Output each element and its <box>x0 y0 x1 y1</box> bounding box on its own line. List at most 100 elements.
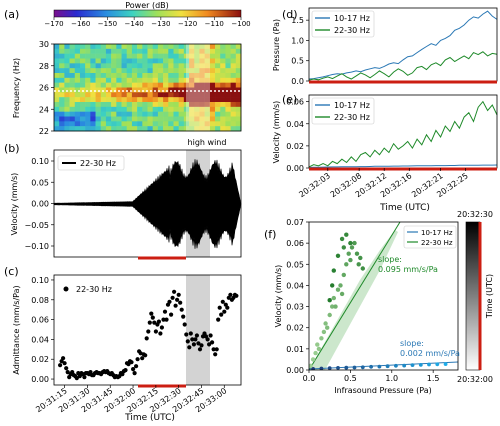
spectrogram-cell <box>116 121 122 127</box>
spectrogram-cell <box>178 48 185 54</box>
spectrogram-cell <box>116 82 122 88</box>
spectrogram-cell <box>225 53 231 59</box>
scatter-point-22-30 <box>348 240 353 246</box>
spectrogram-cell <box>142 111 148 117</box>
spectrogram-cell <box>116 102 122 108</box>
spectrogram-cell <box>152 58 159 64</box>
spectrogram-cell <box>69 77 76 83</box>
spectrogram-cell <box>95 121 102 127</box>
spectrogram-cell <box>178 102 185 108</box>
spectrogram-cell <box>142 53 148 59</box>
spectrogram-cell <box>189 77 195 83</box>
spectrogram-cell <box>64 121 70 127</box>
spectrogram-cell <box>168 53 174 59</box>
spectrogram-cell <box>178 111 185 117</box>
spectrogram-cell <box>178 126 185 132</box>
spectrogram-cell <box>178 77 185 83</box>
spectrogram-cell <box>111 92 117 98</box>
spectrogram-cell <box>126 106 133 112</box>
panel-d-ylabel: Pressure (Pa) <box>272 19 281 71</box>
spectrogram-cell <box>59 92 65 98</box>
scatter-point-10-17 <box>311 367 315 370</box>
scatter-point-22-30 <box>339 236 345 242</box>
spectrogram-cell <box>100 102 107 108</box>
spectrogram-cell <box>157 58 164 64</box>
admittance-point <box>134 364 139 369</box>
spectrogram-cell <box>90 44 96 50</box>
spectrogram-cell <box>189 82 195 88</box>
panel-f-ytick-label: 0.00 <box>286 366 304 375</box>
spectrogram-cell <box>126 116 133 122</box>
spectrogram-cell <box>147 92 153 98</box>
spectrogram-cell <box>173 97 179 103</box>
spectrogram-cell <box>90 53 96 59</box>
spectrogram-cell <box>131 53 138 59</box>
spectrogram-cell <box>85 77 91 83</box>
spectrogram-cell <box>116 92 122 98</box>
spectrogram-cell <box>69 106 76 112</box>
spectrogram-cell <box>95 97 102 103</box>
spectrogram-cell <box>74 116 81 122</box>
spectrogram-cell <box>121 97 128 103</box>
scatter-point-22-30 <box>358 255 363 261</box>
spectrogram-cell <box>163 82 169 88</box>
spectrogram-cell <box>194 121 200 127</box>
spectrogram-cell <box>163 44 169 50</box>
spectrogram-cell <box>204 126 211 132</box>
spectrogram-cell <box>111 68 117 74</box>
spectrogram-cell <box>204 121 211 127</box>
panel-f-xtick-label: 0.0 <box>303 374 316 383</box>
admittance-point <box>82 375 87 380</box>
panel-f-ytick-label: 0.01 <box>286 345 304 354</box>
admittance-point <box>62 361 67 366</box>
spectrogram-cell <box>230 92 237 98</box>
spectrogram-cell <box>194 48 200 54</box>
spectrogram-cell <box>215 92 221 98</box>
admittance-point <box>208 333 213 338</box>
spectrogram-cell <box>168 92 174 98</box>
spectrogram-cell <box>111 73 117 79</box>
scatter-point-22-30 <box>330 304 335 309</box>
time-colorbar-top: 20:32:30 <box>457 210 493 219</box>
spectrogram-cell <box>178 73 185 79</box>
high-wind-shade-a <box>186 44 210 131</box>
scatter-point-22-30 <box>341 245 346 250</box>
admittance-point <box>199 343 204 348</box>
spectrogram-cell <box>173 116 179 122</box>
spectrogram-cell <box>189 63 195 69</box>
spectrogram-cell <box>137 111 143 117</box>
spectrogram-cell <box>111 48 117 54</box>
spectrogram-cell <box>209 48 216 54</box>
spectrogram-cell <box>178 106 185 112</box>
spectrogram-cell <box>152 92 159 98</box>
spectrogram-cell <box>79 53 86 59</box>
scatter-point-10-17 <box>435 362 440 367</box>
spectrogram-cell <box>54 106 60 112</box>
spectrogram-cell <box>230 97 237 103</box>
spectrogram-cell <box>116 111 122 117</box>
spectrogram-cell <box>137 106 143 112</box>
spectrogram-cell <box>152 53 159 59</box>
scatter-point-10-17 <box>385 364 390 369</box>
spectrogram-cell <box>90 82 96 88</box>
scatter-point-22-30 <box>331 268 336 273</box>
spectrogram-cell <box>74 126 81 132</box>
spectrogram-cell <box>147 58 153 64</box>
panel-d-ytick-label: 0.5 <box>291 57 304 66</box>
spectrogram-cell <box>137 121 143 127</box>
spectrogram-cell <box>152 97 159 103</box>
spectrogram-cell <box>79 68 86 74</box>
admittance-point <box>225 305 230 310</box>
spectrogram-cell <box>54 48 60 54</box>
spectrogram-cell <box>204 106 211 112</box>
spectrogram-cell <box>194 68 200 74</box>
spectrogram-cell <box>105 44 112 50</box>
spectrogram-cell <box>173 126 179 132</box>
admittance-point <box>213 352 218 357</box>
spectrogram-cell <box>100 82 107 88</box>
spectrogram-cell <box>204 116 211 122</box>
spectrogram-cell <box>79 102 86 108</box>
spectrogram-cell <box>64 48 70 54</box>
spectrogram-cell <box>152 77 159 83</box>
